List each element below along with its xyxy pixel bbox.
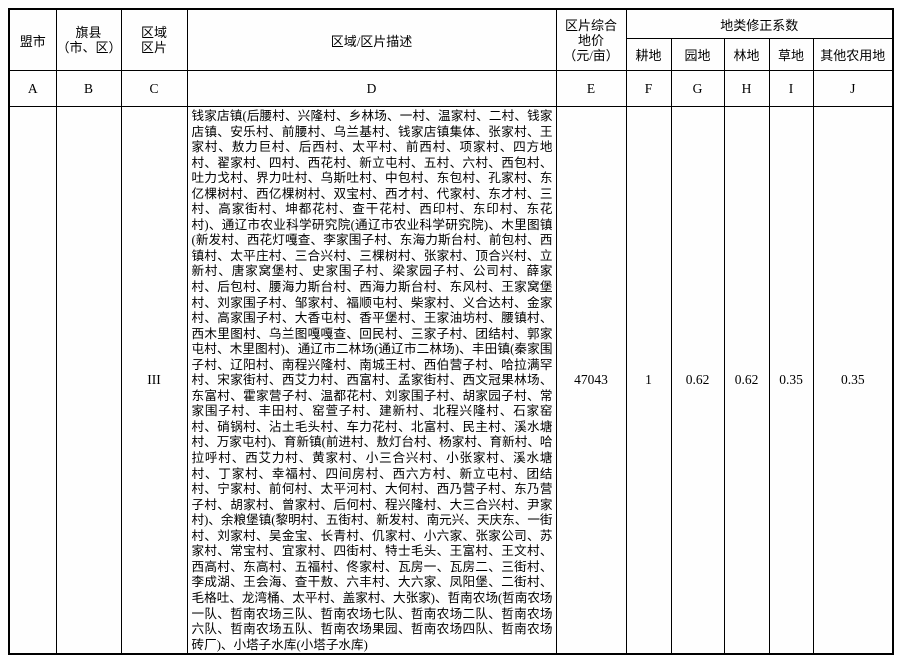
cell-banner-county	[55, 106, 122, 655]
column-letter-g: G	[670, 70, 725, 107]
header-description: 区域/区片描述	[186, 8, 557, 71]
cell-zone: III	[120, 106, 188, 655]
cell-description: 钱家店镇(后腰村、兴隆村、乡林场、一村、温家村、二村、钱家店镇、安乐村、前腰村、…	[186, 106, 557, 655]
cell-coeff-garden-land: 0.62	[670, 106, 725, 655]
column-letter-c: C	[120, 70, 188, 107]
document-page: 盟市 旗县 （市、区） 区域 区片 区域/区片描述 区片综合 地价 （元/亩） …	[8, 8, 895, 655]
header-coeff-cultivated-land: 耕地	[625, 38, 672, 71]
cell-coeff-forest-land: 0.62	[723, 106, 770, 655]
header-price: 区片综合 地价 （元/亩）	[555, 8, 627, 71]
column-letter-i: I	[768, 70, 814, 107]
column-letter-d: D	[186, 70, 557, 107]
cell-coeff-cultivated-land: 1	[625, 106, 672, 655]
table-row: III 钱家店镇(后腰村、兴隆村、乡林场、一村、温家村、二村、钱家店镇、安乐村、…	[8, 106, 894, 655]
cell-price: 47043	[555, 106, 627, 655]
column-letter-e: E	[555, 70, 627, 107]
column-letter-h: H	[723, 70, 770, 107]
header-banner-county: 旗县 （市、区）	[55, 8, 122, 71]
cell-coeff-other-agricultural-land: 0.35	[812, 106, 894, 655]
header-coeff-other-agricultural-land: 其他农用地	[812, 38, 894, 71]
column-letter-a: A	[8, 70, 57, 107]
column-letter-b: B	[55, 70, 122, 107]
header-coeff-forest-land: 林地	[723, 38, 770, 71]
column-letter-j: J	[812, 70, 894, 107]
cell-coeff-grassland: 0.35	[768, 106, 814, 655]
cell-league-city	[8, 106, 57, 655]
header-zone: 区域 区片	[120, 8, 188, 71]
header-coeff-garden-land: 园地	[670, 38, 725, 71]
header-league-city: 盟市	[8, 8, 57, 71]
header-coeff-grassland: 草地	[768, 38, 814, 71]
column-letter-f: F	[625, 70, 672, 107]
land-price-table: 盟市 旗县 （市、区） 区域 区片 区域/区片描述 区片综合 地价 （元/亩） …	[8, 8, 895, 655]
header-coefficient-group: 地类修正系数	[625, 8, 894, 39]
